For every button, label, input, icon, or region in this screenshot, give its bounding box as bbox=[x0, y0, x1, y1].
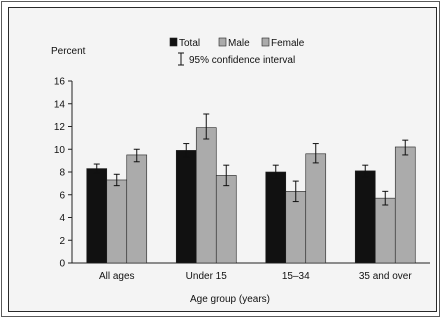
bar-male bbox=[285, 191, 307, 264]
bar-male bbox=[106, 179, 128, 264]
legend-ci-label: 95% confidence interval bbox=[189, 55, 295, 66]
legend: Total Male Female 95% confidence interval bbox=[169, 37, 305, 66]
x-axis-label: Age group (years) bbox=[190, 294, 270, 305]
legend-swatch-total bbox=[169, 37, 178, 47]
y-tick-label: 10 bbox=[54, 145, 66, 156]
bar-total bbox=[265, 171, 287, 264]
x-tick-label: 15–34 bbox=[282, 271, 310, 282]
y-axis-label: Percent bbox=[51, 46, 86, 57]
x-tick-label: 35 and over bbox=[359, 271, 412, 282]
legend-label-male: Male bbox=[228, 38, 250, 49]
x-tick-labels: All ages Under 15 15–34 35 and over bbox=[99, 271, 412, 282]
bar-male bbox=[195, 127, 217, 264]
bar-female bbox=[126, 154, 148, 264]
x-tick-label: All ages bbox=[99, 271, 135, 282]
y-tick-label: 4 bbox=[59, 213, 65, 224]
bars bbox=[86, 113, 416, 264]
bar-female bbox=[394, 146, 416, 264]
y-tick-label: 16 bbox=[54, 77, 66, 88]
chart-panel: Percent Age group (years) Total Male Femal… bbox=[8, 7, 437, 312]
bar-chart: Percent Age group (years) Total Male Femal… bbox=[51, 37, 430, 305]
figure-frame: Percent Age group (years) Total Male Femal… bbox=[1, 1, 440, 317]
legend-swatch-female bbox=[261, 37, 270, 47]
x-tick-label: Under 15 bbox=[186, 271, 228, 282]
bar-female bbox=[215, 175, 237, 264]
bar-total bbox=[86, 168, 108, 264]
bar-total bbox=[354, 170, 376, 264]
y-tick-label: 12 bbox=[54, 122, 66, 133]
bar-total bbox=[175, 150, 197, 264]
bar-male bbox=[374, 197, 396, 264]
y-tick-label: 0 bbox=[59, 259, 65, 270]
legend-swatch-male bbox=[218, 37, 227, 47]
y-tick-label: 2 bbox=[59, 236, 65, 247]
legend-label-total: Total bbox=[179, 38, 200, 49]
y-tick-label: 6 bbox=[59, 190, 65, 201]
y-tick-label: 8 bbox=[59, 168, 65, 179]
y-tick-label: 14 bbox=[54, 99, 66, 110]
legend-label-female: Female bbox=[271, 38, 305, 49]
bar-female bbox=[305, 153, 327, 264]
